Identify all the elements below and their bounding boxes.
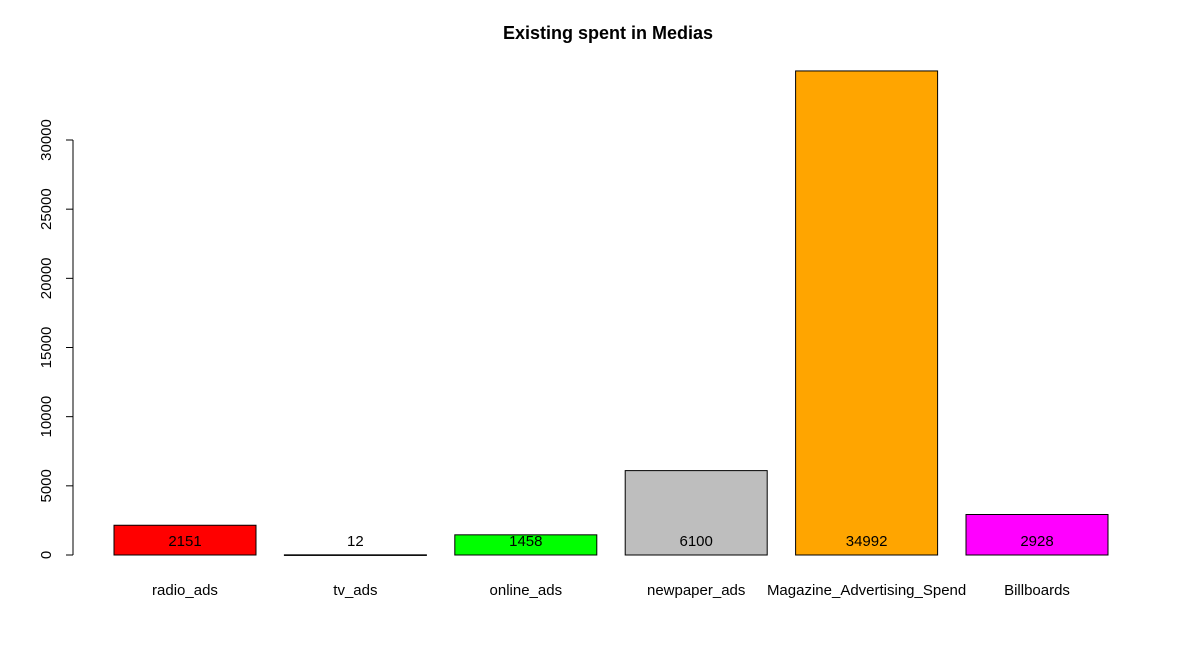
y-tick-label: 25000 bbox=[38, 188, 55, 230]
bar-radio-ads bbox=[113, 524, 257, 556]
x-category-label: Magazine_Advertising_Spend bbox=[767, 582, 966, 599]
bar-online-ads bbox=[454, 534, 598, 556]
y-tick-label: 0 bbox=[38, 551, 55, 559]
y-axis: 0 5000 10000 15000 20000 25000 30000 bbox=[38, 119, 74, 559]
bar-magazine-advertising-spend bbox=[795, 70, 939, 556]
x-category-label: Billboards bbox=[1004, 582, 1070, 599]
bar-newpaper-ads bbox=[624, 470, 768, 556]
y-tick-label: 15000 bbox=[38, 327, 55, 369]
x-category-label: tv_ads bbox=[333, 582, 377, 599]
chart-title: Existing spent in Medias bbox=[503, 23, 713, 43]
data-label: 2151 bbox=[168, 533, 201, 550]
data-label: 2928 bbox=[1020, 533, 1053, 550]
data-label: 1458 bbox=[509, 533, 542, 550]
y-tick-label: 20000 bbox=[38, 257, 55, 299]
y-tick-label: 10000 bbox=[38, 396, 55, 438]
data-label: 12 bbox=[347, 533, 364, 550]
y-tick-label: 5000 bbox=[38, 469, 55, 502]
bar-tv-ads bbox=[283, 554, 427, 556]
data-label: 34992 bbox=[846, 533, 888, 550]
x-axis-labels: radio_ads tv_ads online_ads newpaper_ads Mag… bbox=[152, 582, 1070, 599]
x-category-label: radio_ads bbox=[152, 582, 218, 599]
x-category-label: online_ads bbox=[490, 582, 563, 599]
x-category-label: newpaper_ads bbox=[647, 582, 745, 599]
bars-group: 2151 12 1458 6100 34992 2928 bbox=[113, 70, 1109, 556]
bar-billboards bbox=[965, 513, 1109, 556]
y-tick-label: 30000 bbox=[38, 119, 55, 161]
data-label: 6100 bbox=[680, 533, 713, 550]
